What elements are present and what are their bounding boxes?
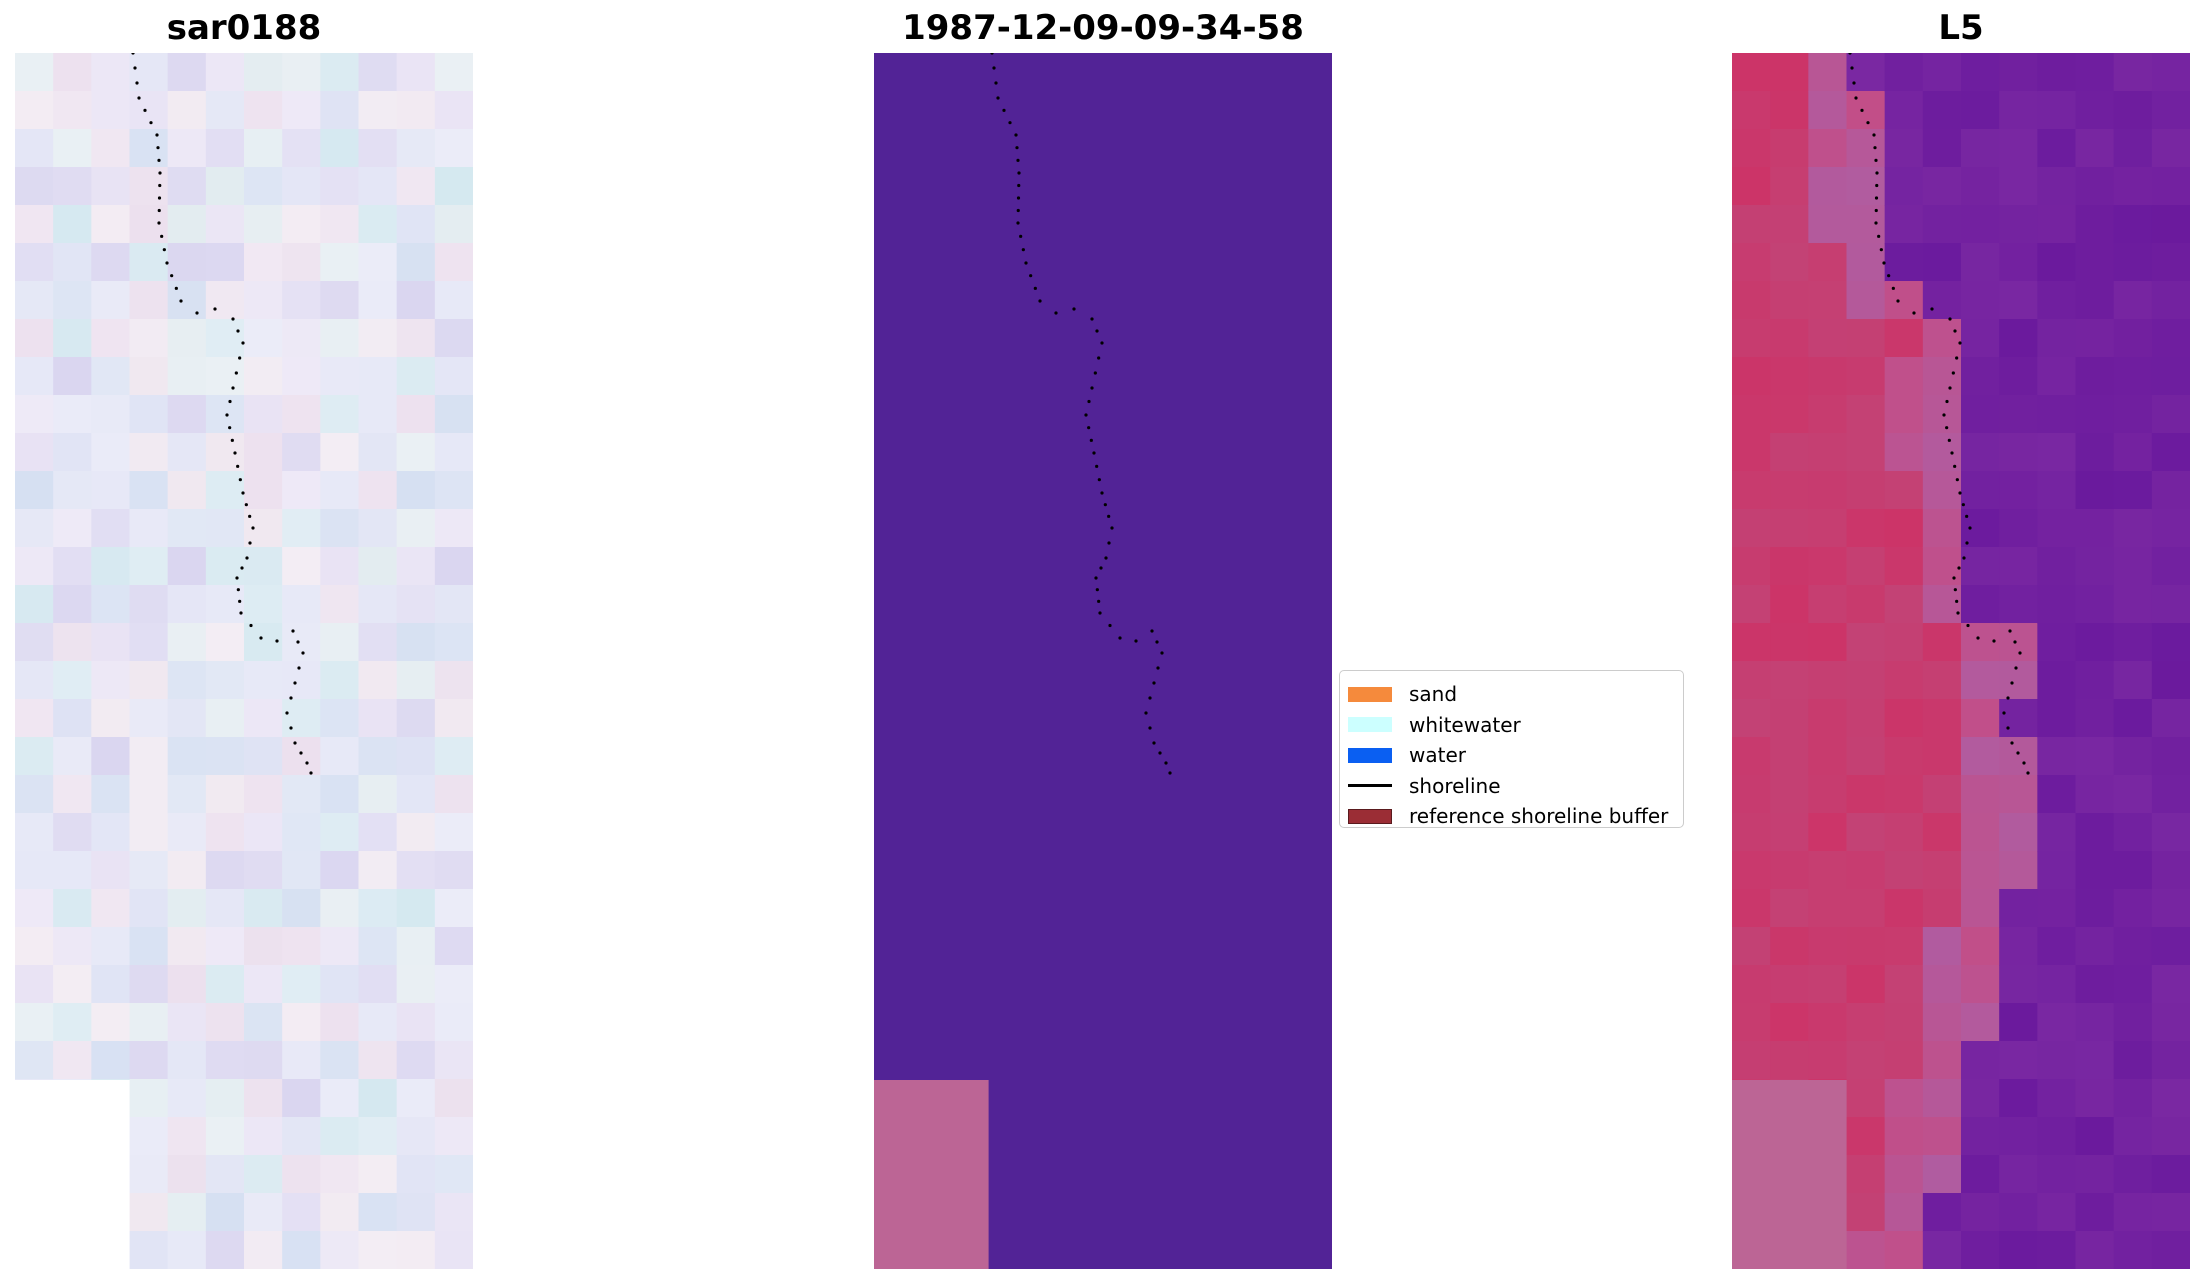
classified-image — [874, 53, 1332, 1269]
l5-image — [1732, 53, 2190, 1269]
legend: sand whitewater water shoreline referenc… — [1339, 670, 1684, 828]
legend-label-shoreline: shoreline — [1409, 773, 1501, 798]
legend-item-whitewater: whitewater — [1348, 710, 1675, 741]
shoreline-swatch — [1348, 784, 1392, 788]
classified-image-panel — [874, 53, 1332, 1269]
sand-swatch — [1348, 686, 1392, 702]
legend-label-reference-buffer: reference shoreline buffer — [1409, 804, 1669, 829]
panel-title-rgb: sar0188 — [166, 8, 322, 48]
legend-item-sand: sand — [1348, 679, 1675, 710]
panel-title-l5: L5 — [1938, 8, 1984, 48]
legend-label-water: water — [1409, 743, 1466, 768]
legend-item-reference-buffer: reference shoreline buffer — [1348, 801, 1675, 832]
panel-title-classified: 1987-12-09-09-34-58 — [902, 8, 1304, 48]
water-swatch — [1348, 747, 1392, 763]
legend-item-water: water — [1348, 740, 1675, 771]
reference-buffer-swatch — [1348, 808, 1392, 824]
rgb-image-panel — [15, 53, 473, 1269]
whitewater-swatch — [1348, 717, 1392, 733]
l5-image-panel — [1732, 53, 2190, 1269]
rgb-image — [15, 53, 473, 1269]
legend-label-sand: sand — [1409, 682, 1458, 707]
legend-label-whitewater: whitewater — [1409, 712, 1521, 737]
legend-item-shoreline: shoreline — [1348, 771, 1675, 802]
